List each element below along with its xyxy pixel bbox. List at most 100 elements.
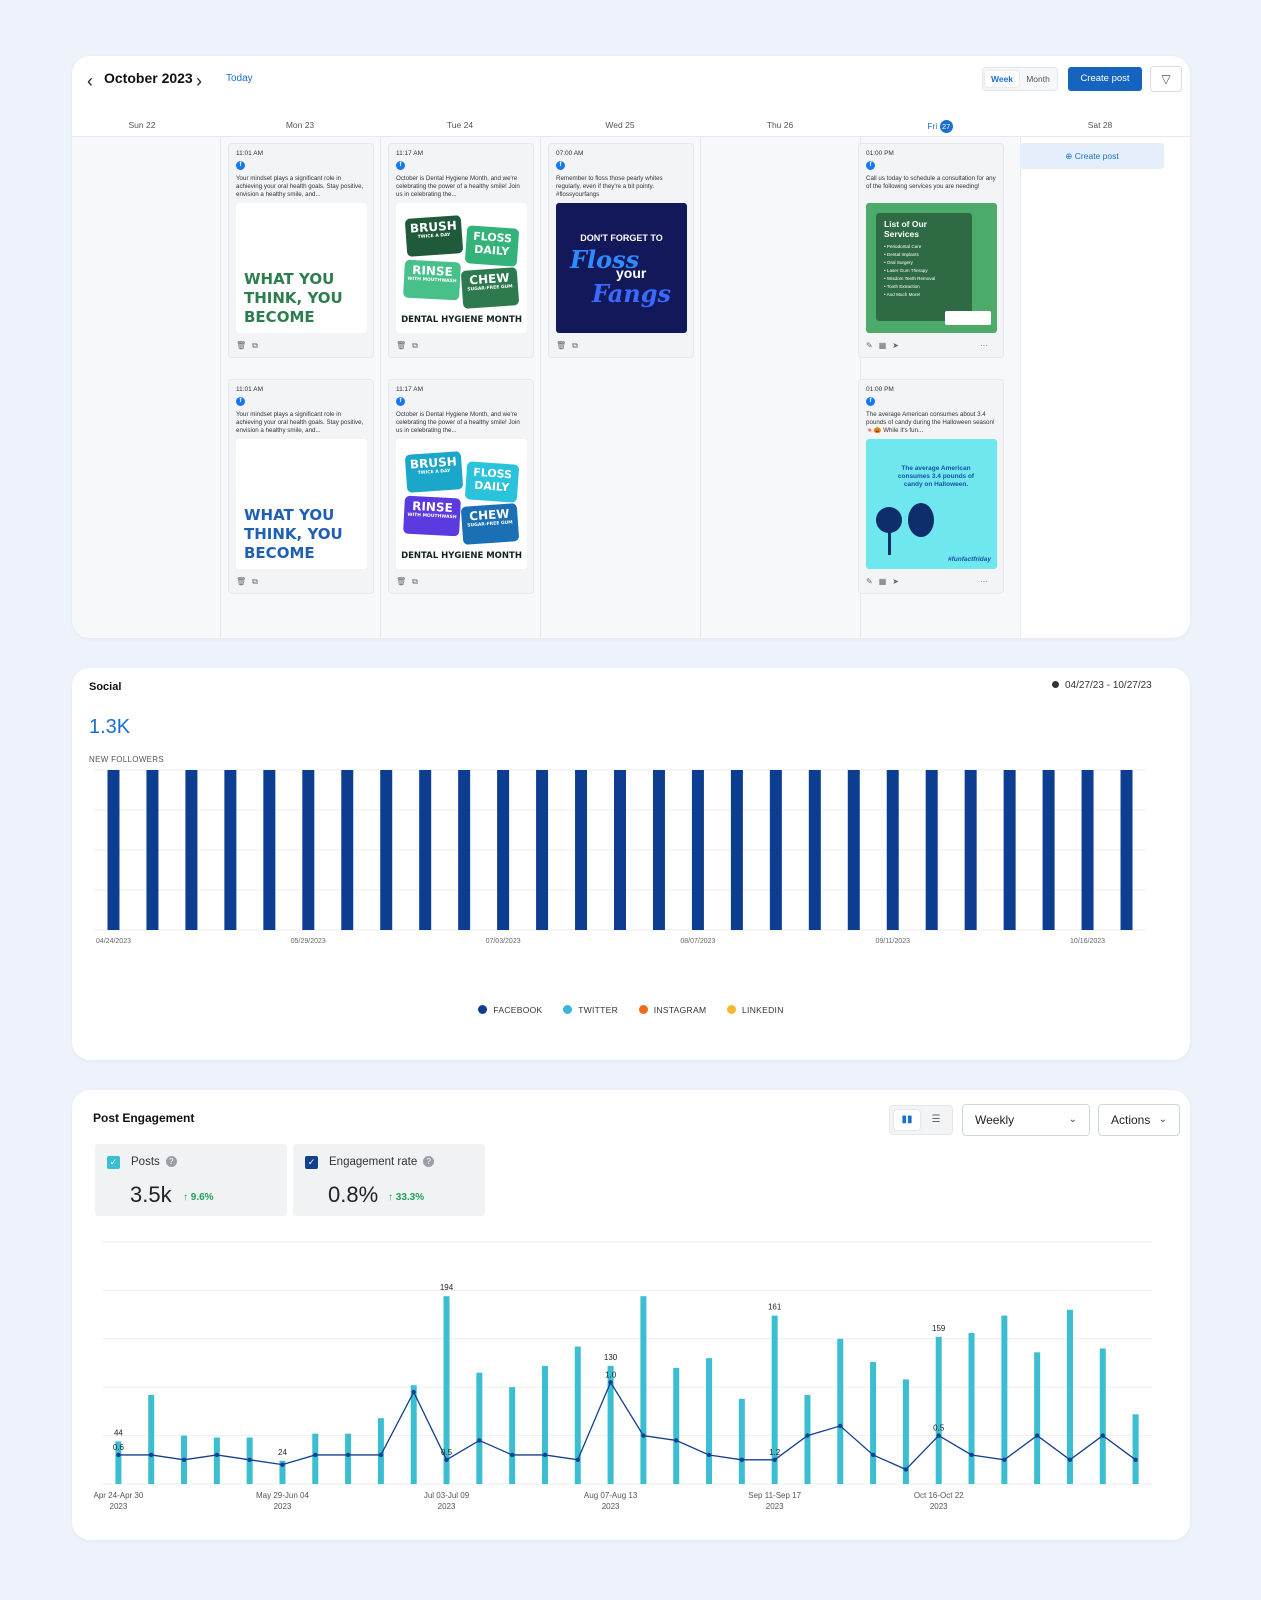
post-image[interactable]: BRUSH TWICE A DAY FLOSS DAILY RINSE WITH M… [396, 439, 527, 569]
legend-item-instagram[interactable]: INSTAGRAM [638, 1005, 707, 1015]
day-header-tue: Tue 24 [446, 120, 474, 130]
help-icon[interactable]: ? [165, 1156, 177, 1167]
duplicate-icon[interactable]: ⧉ [412, 341, 418, 350]
scheduled-post[interactable]: 11:17 AM f October is Dental Hygiene Mon… [388, 143, 534, 358]
date-range[interactable]: 04/27/23 - 10/27/23 [1052, 680, 1152, 691]
today-button[interactable]: Today [226, 73, 253, 84]
engagement-rate-point [149, 1452, 154, 1458]
engagement-rate-point [608, 1380, 613, 1385]
posts-bar [1066, 1309, 1073, 1484]
post-image[interactable]: DON'T FORGET TO Floss your Fangs [556, 203, 687, 333]
month-view-button[interactable]: Month [1026, 74, 1050, 84]
brush-tile: BRUSH TWICE A DAY [404, 451, 464, 493]
posts-bar [902, 1379, 909, 1484]
legend-item-facebook[interactable]: FACEBOOK [478, 1005, 542, 1015]
more-icon[interactable]: ··· [980, 577, 988, 586]
bar [614, 770, 626, 930]
engagement-rate-point [1133, 1457, 1138, 1462]
post-time: 01:00 PM [866, 150, 894, 157]
bar [652, 770, 665, 930]
post-image[interactable]: List of Our Services • Periodontal Care •… [866, 203, 997, 333]
posts-bar [1132, 1414, 1139, 1484]
duplicate-icon[interactable]: ⧉ [252, 341, 258, 350]
filter-icon: ▽ [1161, 72, 1171, 86]
filter-button[interactable]: ▽ [1150, 66, 1182, 92]
send-icon[interactable]: ➤ [892, 341, 899, 350]
duplicate-icon[interactable]: ⧉ [412, 577, 418, 586]
scheduled-post[interactable]: 11:01 AM f Your mindset plays a signific… [228, 143, 374, 358]
metric-change: ↑ 9.6% [183, 1192, 214, 1203]
trash-icon[interactable]: 🗑 [396, 577, 407, 586]
list-icon[interactable]: ☰ [931, 1114, 941, 1125]
facebook-icon: f [556, 161, 565, 170]
post-image[interactable]: The average American consumes 3.4 pounds… [866, 439, 997, 569]
posts-bar [607, 1365, 614, 1484]
engagement-rate-point [116, 1452, 121, 1458]
x-tick-label: 07/03/2023 [486, 938, 521, 945]
post-image-text: WHAT YOU THINK, YOU BECOME [244, 506, 343, 562]
chew-tile: CHEW SUGAR-FREE GUM [460, 503, 520, 545]
trash-icon[interactable]: 🗑 [236, 341, 247, 350]
more-icon[interactable]: ··· [980, 341, 988, 350]
x-tick-label: 04/24/2023 [96, 938, 131, 945]
calendar-icon[interactable]: ▦ [878, 341, 887, 350]
help-icon[interactable]: ? [423, 1156, 435, 1167]
trash-icon[interactable]: 🗑 [556, 341, 567, 350]
scheduled-post[interactable]: 01:00 PM f The average American consumes… [858, 379, 1004, 594]
data-label: 159 [932, 1324, 946, 1333]
trash-icon[interactable]: 🗑 [236, 577, 247, 586]
posts-bar [804, 1394, 811, 1484]
data-label: 0.5 [441, 1448, 453, 1457]
trash-icon[interactable]: 🗑 [396, 341, 407, 350]
calendar-icon[interactable]: ▦ [878, 577, 887, 586]
actions-dropdown[interactable]: Actions ⌄ [1098, 1104, 1180, 1136]
post-image[interactable]: WHAT YOU THINK, YOU BECOME [236, 439, 367, 569]
send-icon[interactable]: ➤ [892, 577, 899, 586]
posts-bar [410, 1385, 417, 1484]
posts-bar [738, 1398, 745, 1484]
period-dropdown[interactable]: Weekly ⌄ [962, 1104, 1090, 1136]
edit-icon[interactable]: ✎ [866, 577, 873, 586]
bar [1120, 770, 1133, 930]
legend-item-twitter[interactable]: TWITTER [563, 1005, 618, 1015]
engagement-rate-checkbox[interactable]: ✓ [305, 1156, 318, 1169]
chart-legend: FACEBOOK TWITTER INSTAGRAM LINKEDIN [72, 1005, 1190, 1015]
post-image-text: Floss [570, 245, 640, 274]
post-image[interactable]: WHAT YOU THINK, YOU BECOME [236, 203, 367, 333]
posts-bar [115, 1441, 122, 1484]
posts-bar [345, 1433, 352, 1484]
engagement-rate-point [1100, 1433, 1105, 1438]
scheduled-post[interactable]: 11:17 AM f October is Dental Hygiene Mon… [388, 379, 534, 594]
post-text: The average American consumes about 3.4 … [866, 411, 995, 434]
duplicate-icon[interactable]: ⧉ [572, 341, 578, 350]
posts-bar [509, 1387, 516, 1484]
posts-bar [1099, 1348, 1106, 1484]
floss-tile: FLOSS DAILY [464, 225, 520, 267]
bar-chart-icon[interactable]: ▮▮ [894, 1110, 920, 1130]
day-header-sat: Sat 28 [1087, 120, 1113, 130]
posts-bar [837, 1338, 844, 1484]
scheduled-post[interactable]: 11:01 AM f Your mindset plays a signific… [228, 379, 374, 594]
legend-item-linkedin[interactable]: LINKEDIN [727, 1005, 784, 1015]
scheduled-post[interactable]: 01:00 PM f Call us today to schedule a c… [858, 143, 1004, 358]
facebook-icon: f [236, 397, 245, 406]
bar [107, 770, 120, 930]
create-post-button[interactable]: Create post [1068, 67, 1142, 91]
engagement-rate-point [969, 1452, 974, 1458]
x-tick-year: 2023 [602, 1502, 620, 1511]
duplicate-icon[interactable]: ⧉ [252, 577, 258, 586]
post-image-footer: DENTAL HYGIENE MONTH [401, 315, 522, 325]
prev-week-button[interactable]: ‹ [87, 71, 93, 91]
scheduled-post[interactable]: 07:00 AM f Remember to floss those pearl… [548, 143, 694, 358]
post-time: 11:01 AM [236, 150, 263, 157]
edit-icon[interactable]: ✎ [866, 341, 873, 350]
day-header-fri: Fri 27 [860, 120, 1020, 133]
post-time: 11:17 AM [396, 386, 423, 393]
week-view-button[interactable]: Week [985, 71, 1019, 87]
posts-bar [935, 1336, 942, 1484]
posts-checkbox[interactable]: ✓ [107, 1156, 120, 1169]
next-week-button[interactable]: › [196, 71, 202, 91]
create-post-slot-button[interactable]: ⊕ Create post [1020, 143, 1164, 169]
legend-swatch [727, 1005, 737, 1014]
post-image[interactable]: BRUSH TWICE A DAY FLOSS DAILY RINSE WITH M… [396, 203, 527, 333]
